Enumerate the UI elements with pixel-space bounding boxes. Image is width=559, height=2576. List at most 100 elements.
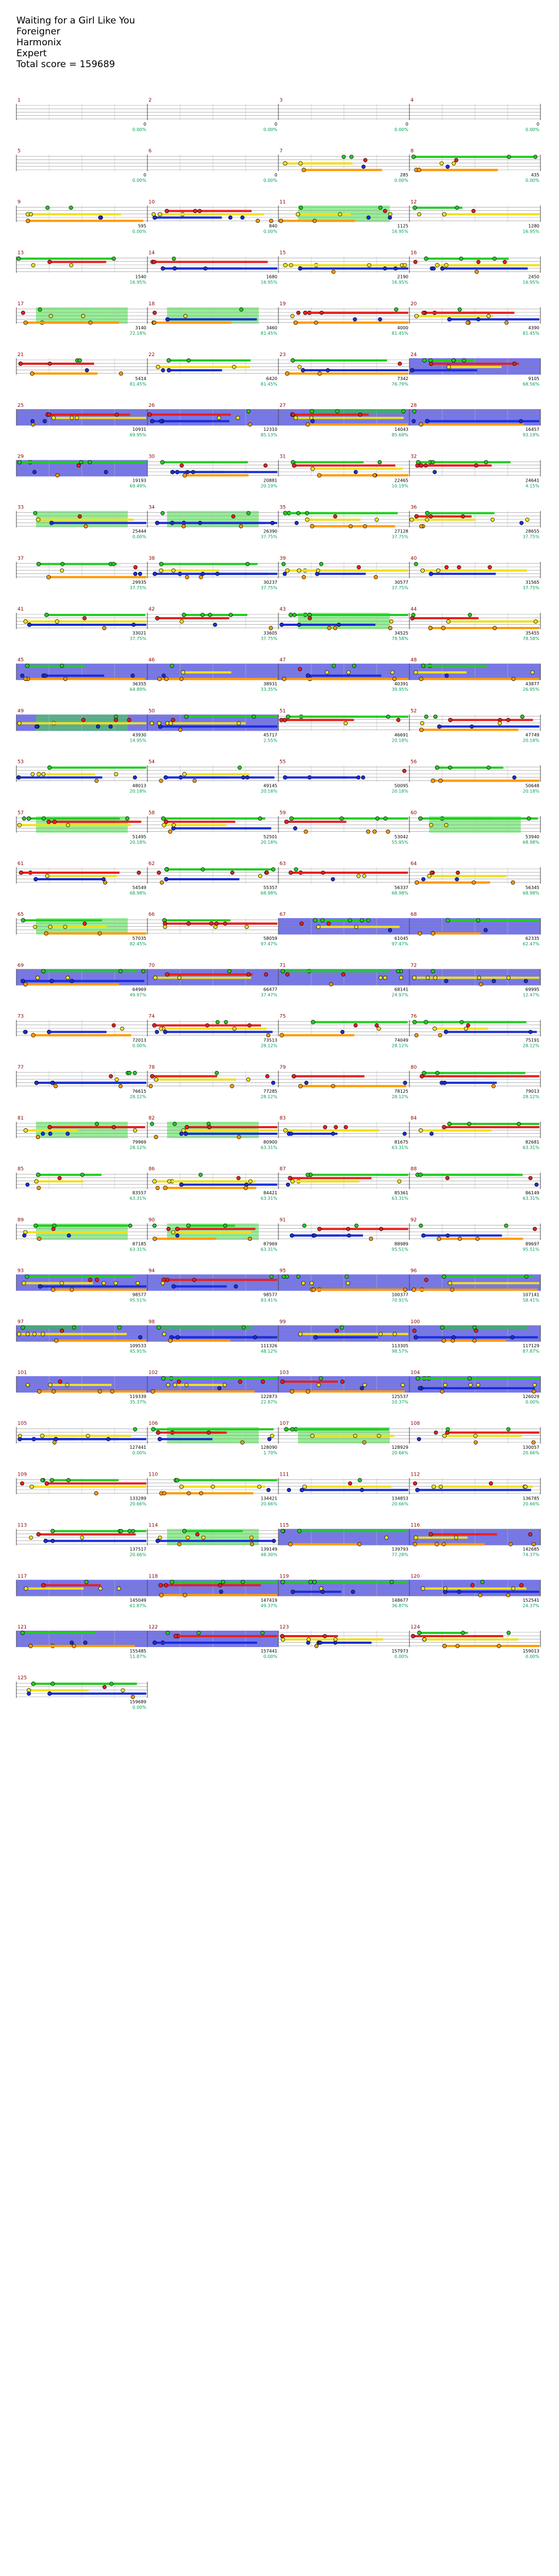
measure-score: 157973 xyxy=(391,1649,408,1654)
note-red xyxy=(532,1227,537,1231)
measure-percent: 20.18% xyxy=(129,789,146,794)
note-yellow xyxy=(26,1383,30,1387)
note-yellow xyxy=(354,925,359,929)
measure-number: 29 xyxy=(17,454,24,459)
note-orange xyxy=(51,1389,56,1394)
note-yellow xyxy=(17,1434,22,1438)
note-orange xyxy=(475,1236,480,1241)
note-yellow xyxy=(530,670,535,674)
note-yellow xyxy=(159,568,163,573)
note-blue xyxy=(157,1437,162,1442)
note-orange xyxy=(157,677,162,682)
note-blue xyxy=(437,724,442,729)
measure-number: 38 xyxy=(148,556,155,561)
note-yellow xyxy=(156,365,160,369)
measure-score: 14043 xyxy=(395,427,408,432)
note-blue xyxy=(98,215,103,220)
note-blue xyxy=(418,1386,422,1390)
note-green xyxy=(50,1681,55,1686)
note-blue xyxy=(331,1132,335,1136)
note-green xyxy=(412,1020,417,1025)
note-green xyxy=(431,460,435,465)
note-red xyxy=(206,1430,211,1435)
note-yellow xyxy=(37,772,41,777)
note-green xyxy=(313,918,318,923)
measure-score: 9105 xyxy=(528,376,539,381)
measure-percent: 64.89% xyxy=(129,687,146,692)
note-green xyxy=(160,511,165,516)
note-red xyxy=(424,1277,429,1282)
measure-score: 109533 xyxy=(129,1343,146,1348)
note-red xyxy=(476,259,481,264)
note-green xyxy=(472,1325,477,1330)
measure-number: 35 xyxy=(280,505,286,511)
measure-number: 108 xyxy=(411,1421,420,1426)
note-red xyxy=(397,362,402,366)
measure-percent: 69.49% xyxy=(129,483,146,488)
note-orange xyxy=(419,524,424,529)
note-blue xyxy=(155,1538,160,1543)
measure-number: 71 xyxy=(280,963,286,968)
note-blue xyxy=(20,979,25,984)
measure-number: 77 xyxy=(17,1065,23,1070)
measure-number: 28 xyxy=(411,403,417,408)
measure-percent: 28.12% xyxy=(391,1044,408,1049)
measure-score: 130057 xyxy=(522,1445,539,1450)
measure-percent: 55.95% xyxy=(391,840,408,845)
measure-percent: 37.75% xyxy=(260,535,277,540)
note-orange xyxy=(479,982,483,987)
note-green xyxy=(467,1122,472,1126)
note-orange xyxy=(269,626,273,630)
note-red xyxy=(102,1685,107,1689)
note-orange xyxy=(311,1287,316,1292)
measure-percent: 81.45% xyxy=(391,331,408,336)
note-orange xyxy=(305,422,310,427)
measure-number: 36 xyxy=(411,505,417,511)
note-red xyxy=(455,870,460,875)
note-green xyxy=(170,664,174,668)
note-blue xyxy=(219,1590,223,1594)
measure-score: 43877 xyxy=(526,682,539,686)
measure-number: 113 xyxy=(17,1523,27,1529)
note-orange xyxy=(510,880,515,885)
note-red xyxy=(76,463,81,468)
measure-percent: 0.00% xyxy=(264,127,278,132)
note-red xyxy=(512,362,517,366)
measure-percent: 81.45% xyxy=(260,382,277,387)
note-green xyxy=(424,1020,429,1025)
measure-percent: 63.31% xyxy=(522,1196,539,1201)
note-green xyxy=(181,613,186,617)
measure-percent: 0.00% xyxy=(526,127,540,132)
measure-percent: 2.55% xyxy=(264,738,278,743)
note-orange xyxy=(63,677,68,681)
note-blue xyxy=(283,775,288,780)
note-orange xyxy=(98,1389,102,1394)
note-blue xyxy=(32,470,37,475)
measure-score: 3460 xyxy=(266,325,277,330)
note-orange xyxy=(333,626,337,630)
note-yellow xyxy=(454,1535,459,1540)
note-yellow xyxy=(236,721,241,726)
measure-number: 112 xyxy=(411,1472,420,1477)
note-green xyxy=(290,1427,295,1432)
note-green xyxy=(386,714,390,719)
note-blue xyxy=(179,1182,184,1187)
measure-score: 25444 xyxy=(133,529,146,534)
measure-score: 55357 xyxy=(264,885,277,890)
note-yellow xyxy=(295,212,300,217)
note-orange xyxy=(386,830,390,834)
note-green xyxy=(128,1223,133,1228)
note-orange xyxy=(53,1084,58,1088)
measure-percent: 95.51% xyxy=(391,1247,408,1252)
note-green xyxy=(320,918,325,922)
note-red xyxy=(111,1125,116,1129)
note-green xyxy=(401,409,406,413)
note-green xyxy=(424,256,429,261)
note-green xyxy=(207,613,212,617)
song-title: Waiting for a Girl Like You xyxy=(16,15,135,26)
measure-number: 47 xyxy=(280,658,286,663)
note-orange xyxy=(312,218,317,223)
note-yellow xyxy=(306,1637,311,1642)
measure-score: 31565 xyxy=(526,580,539,585)
note-green xyxy=(506,1427,511,1431)
